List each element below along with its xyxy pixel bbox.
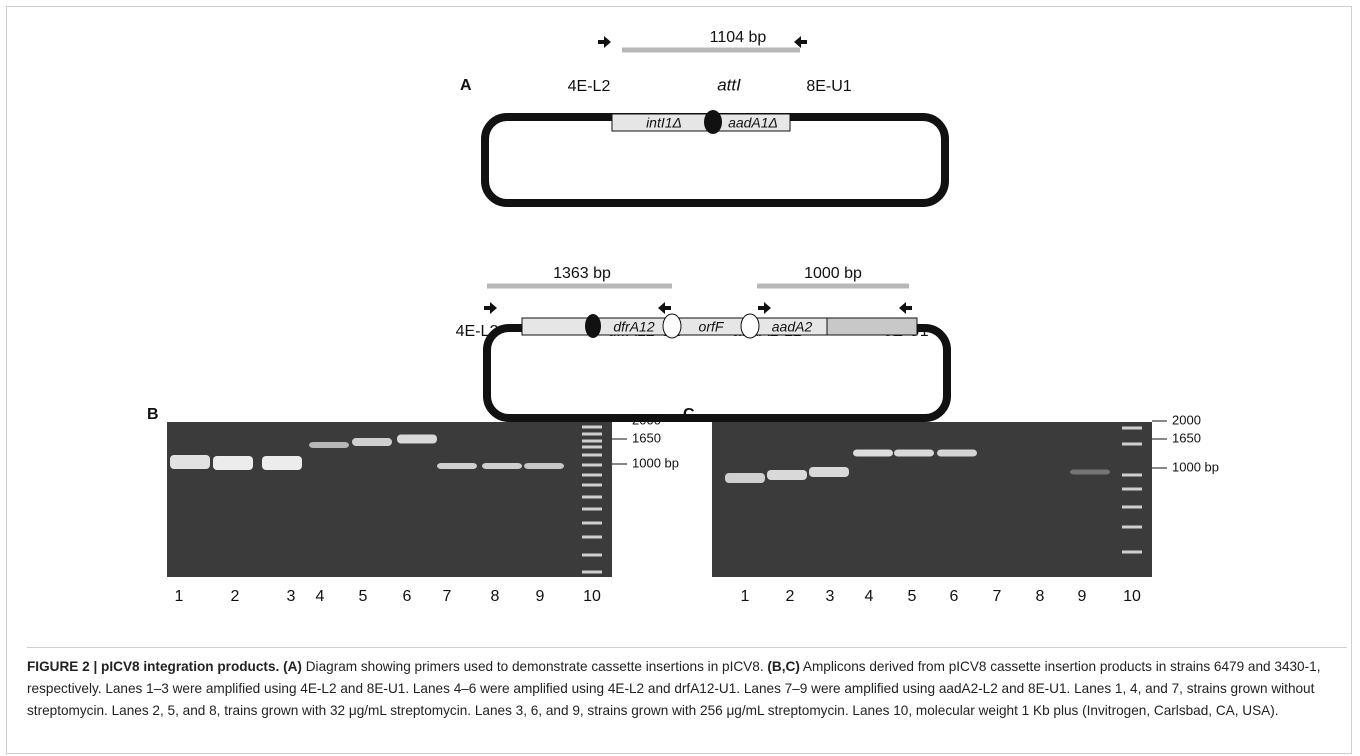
primer-arrow — [758, 302, 771, 314]
gel-band — [262, 456, 302, 470]
primer-arrow — [899, 302, 912, 314]
caption-text: Diagram showing primers used to demonstr… — [306, 659, 764, 674]
ladder-band — [1122, 506, 1142, 509]
lane-label: 1 — [741, 588, 750, 605]
primer-arrow — [794, 36, 807, 48]
gel-band — [309, 442, 349, 448]
gel-band — [809, 467, 849, 477]
marker-label: 1650 — [1172, 430, 1201, 445]
gene-label: dfrA12 — [613, 319, 654, 335]
marker-label: 1000 bp — [632, 455, 679, 470]
panel-label: B — [147, 406, 159, 423]
lane-label: 1 — [175, 588, 184, 605]
gene-label: aadA1Δ — [728, 115, 778, 131]
lane-label: 9 — [536, 588, 545, 605]
lane-label: 7 — [443, 588, 452, 605]
ladder-band — [582, 571, 602, 574]
gel-band — [524, 463, 564, 469]
site-label: attI — [717, 75, 741, 94]
lane-label: 8 — [1036, 588, 1045, 605]
diagram: A 1104 bp 4E-L2 attI 8E-U1 intI1Δ aadA1Δ… — [7, 7, 1360, 647]
caption-title: FIGURE 2 | pICV8 integration products. — [27, 659, 279, 674]
gel-band — [725, 473, 765, 483]
caption-label: (B,C) — [767, 659, 799, 674]
lane-label: 2 — [231, 588, 240, 605]
ladder-band — [582, 446, 602, 449]
lane-label: 4 — [865, 588, 874, 605]
ladder-band — [582, 536, 602, 539]
lane-label: 4 — [316, 588, 325, 605]
primer-arrow — [484, 302, 497, 314]
lane-label: 3 — [826, 588, 835, 605]
gel-band — [767, 470, 807, 480]
ladder-band — [582, 474, 602, 477]
gel-band — [937, 450, 977, 457]
gene-label: aadA2 — [772, 319, 813, 335]
gel-band — [894, 450, 934, 457]
ladder-band — [1122, 488, 1142, 491]
ladder-band — [582, 433, 602, 436]
gel-band — [397, 435, 437, 444]
primer-arrow — [598, 36, 611, 48]
caption: FIGURE 2 | pICV8 integration products. (… — [27, 647, 1347, 722]
ladder-band — [582, 464, 602, 467]
ladder-band — [582, 522, 602, 525]
att-site — [585, 314, 601, 338]
gel-image — [712, 422, 1152, 577]
ladder-band — [1122, 474, 1142, 477]
marker-label: 1650 — [632, 430, 661, 445]
panel-label: C — [683, 406, 695, 423]
lane-label: 6 — [950, 588, 959, 605]
lane-label: 5 — [908, 588, 917, 605]
gel-band — [482, 463, 522, 469]
ladder-band — [1122, 551, 1142, 554]
panel-label: A — [460, 77, 472, 94]
lane-label: 8 — [491, 588, 500, 605]
lane-label: 2 — [786, 588, 795, 605]
primer-label: 8E-U1 — [806, 78, 851, 95]
lane-label: 10 — [583, 588, 601, 605]
amplicon-label: 1363 bp — [553, 265, 611, 282]
ladder-band — [582, 454, 602, 457]
gene-label: orfF — [699, 319, 725, 335]
marker-label: 2000 — [1172, 412, 1201, 427]
ladder-band — [582, 554, 602, 557]
ladder-band — [582, 440, 602, 443]
amplicon-label: 1104 bp — [710, 29, 767, 46]
marker-label: 1000 bp — [1172, 459, 1219, 474]
gel-band — [853, 450, 893, 457]
lane-label: 9 — [1078, 588, 1087, 605]
lane-label: 10 — [1123, 588, 1141, 605]
caption-label: (A) — [283, 659, 302, 674]
ladder-band — [582, 496, 602, 499]
ladder-band — [1122, 526, 1142, 529]
att-site — [704, 110, 722, 134]
gene-label: intI1Δ — [646, 115, 682, 131]
ladder-band — [582, 508, 602, 511]
primer-arrow — [658, 302, 671, 314]
primer-label: 4E-L2 — [568, 78, 611, 95]
ladder-band — [1122, 443, 1142, 446]
ladder-band — [582, 484, 602, 487]
ladder-band — [1122, 427, 1142, 430]
lane-label: 7 — [993, 588, 1002, 605]
att-site — [663, 314, 681, 338]
gel-band — [213, 456, 253, 470]
plasmid — [487, 328, 947, 418]
gel-band — [437, 463, 477, 469]
lane-label: 6 — [403, 588, 412, 605]
att-site — [741, 314, 759, 338]
figure: A 1104 bp 4E-L2 attI 8E-U1 intI1Δ aadA1Δ… — [6, 6, 1352, 754]
gel-band — [352, 438, 392, 446]
gel-band — [1070, 470, 1110, 475]
lane-label: 3 — [287, 588, 296, 605]
amplicon-label: 1000 bp — [804, 265, 862, 282]
lane-label: 5 — [359, 588, 368, 605]
gel-band — [170, 455, 210, 469]
marker-label: 2000 — [632, 412, 661, 427]
cassette-box — [827, 318, 917, 335]
ladder-band — [582, 426, 602, 429]
